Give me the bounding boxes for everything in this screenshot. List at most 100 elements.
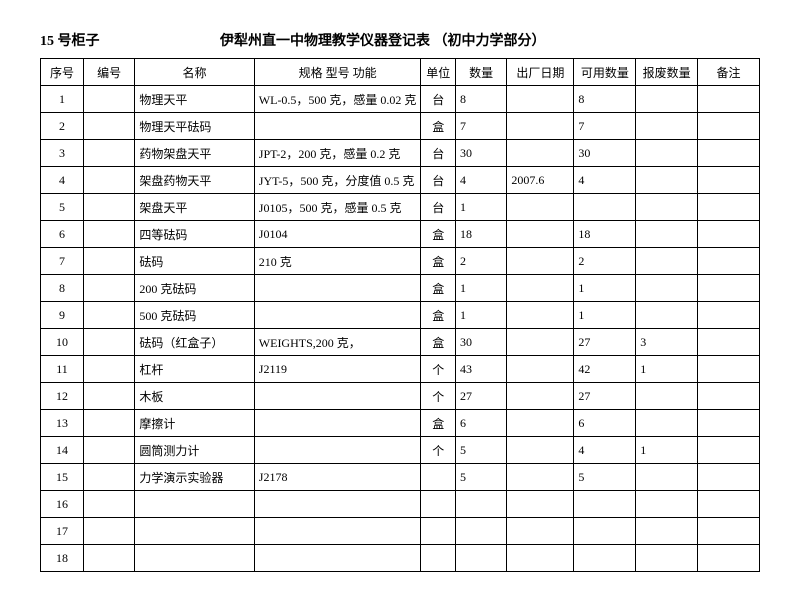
table-row: 15力学演示实验器J217855 bbox=[41, 464, 760, 491]
cell-name: 木板 bbox=[135, 383, 254, 410]
cell-avail: 4 bbox=[574, 437, 636, 464]
cell-code bbox=[83, 86, 134, 113]
cell-scrap bbox=[636, 248, 698, 275]
cell-avail: 42 bbox=[574, 356, 636, 383]
cell-name: 砝码（红盒子） bbox=[135, 329, 254, 356]
col-seq: 序号 bbox=[41, 59, 84, 86]
cell-seq: 10 bbox=[41, 329, 84, 356]
cell-seq: 13 bbox=[41, 410, 84, 437]
cell-date bbox=[507, 113, 574, 140]
cell-unit: 盒 bbox=[421, 329, 456, 356]
cell-scrap bbox=[636, 194, 698, 221]
cell-unit: 台 bbox=[421, 140, 456, 167]
cell-note bbox=[698, 113, 760, 140]
cell-seq: 16 bbox=[41, 491, 84, 518]
cell-date bbox=[507, 410, 574, 437]
cell-seq: 1 bbox=[41, 86, 84, 113]
cell-unit: 个 bbox=[421, 383, 456, 410]
cell-note bbox=[698, 545, 760, 572]
cell-qty: 6 bbox=[456, 410, 507, 437]
cell-code bbox=[83, 221, 134, 248]
table-header-row: 序号 编号 名称 规格 型号 功能 单位 数量 出厂日期 可用数量 报废数量 备… bbox=[41, 59, 760, 86]
cell-unit: 台 bbox=[421, 167, 456, 194]
cell-code bbox=[83, 302, 134, 329]
cell-note bbox=[698, 275, 760, 302]
cell-date bbox=[507, 356, 574, 383]
cell-seq: 12 bbox=[41, 383, 84, 410]
cell-avail: 1 bbox=[574, 275, 636, 302]
table-row: 6四等砝码J0104盒1818 bbox=[41, 221, 760, 248]
cell-avail: 8 bbox=[574, 86, 636, 113]
cell-code bbox=[83, 491, 134, 518]
cell-avail: 1 bbox=[574, 302, 636, 329]
cell-seq: 15 bbox=[41, 464, 84, 491]
cell-scrap bbox=[636, 545, 698, 572]
cell-scrap bbox=[636, 86, 698, 113]
col-name: 名称 bbox=[135, 59, 254, 86]
cell-qty: 8 bbox=[456, 86, 507, 113]
cell-seq: 3 bbox=[41, 140, 84, 167]
cell-spec bbox=[254, 410, 421, 437]
table-row: 16 bbox=[41, 491, 760, 518]
cell-avail bbox=[574, 545, 636, 572]
cell-code bbox=[83, 140, 134, 167]
cell-scrap bbox=[636, 167, 698, 194]
cell-spec: J0105，500 克，感量 0.5 克 bbox=[254, 194, 421, 221]
col-qty: 数量 bbox=[456, 59, 507, 86]
col-unit: 单位 bbox=[421, 59, 456, 86]
cell-date bbox=[507, 518, 574, 545]
cell-seq: 2 bbox=[41, 113, 84, 140]
cell-unit: 盒 bbox=[421, 248, 456, 275]
cell-name bbox=[135, 491, 254, 518]
cell-avail: 27 bbox=[574, 383, 636, 410]
cell-spec bbox=[254, 518, 421, 545]
cell-name: 500 克砝码 bbox=[135, 302, 254, 329]
cell-avail bbox=[574, 194, 636, 221]
cell-spec bbox=[254, 383, 421, 410]
cell-date: 2007.6 bbox=[507, 167, 574, 194]
cell-unit: 盒 bbox=[421, 275, 456, 302]
cell-note bbox=[698, 518, 760, 545]
table-row: 14圆筒测力计个541 bbox=[41, 437, 760, 464]
cell-date bbox=[507, 275, 574, 302]
equipment-table: 序号 编号 名称 规格 型号 功能 单位 数量 出厂日期 可用数量 报废数量 备… bbox=[40, 58, 760, 572]
cell-code bbox=[83, 464, 134, 491]
cell-name: 物理天平 bbox=[135, 86, 254, 113]
cell-note bbox=[698, 86, 760, 113]
cell-code bbox=[83, 248, 134, 275]
cell-spec: J2178 bbox=[254, 464, 421, 491]
cell-seq: 14 bbox=[41, 437, 84, 464]
cell-date bbox=[507, 302, 574, 329]
cell-scrap bbox=[636, 302, 698, 329]
cell-qty: 43 bbox=[456, 356, 507, 383]
cell-date bbox=[507, 437, 574, 464]
cell-spec: J0104 bbox=[254, 221, 421, 248]
cell-date bbox=[507, 491, 574, 518]
cell-qty: 30 bbox=[456, 329, 507, 356]
cell-scrap bbox=[636, 518, 698, 545]
cell-seq: 18 bbox=[41, 545, 84, 572]
cell-avail: 4 bbox=[574, 167, 636, 194]
cell-code bbox=[83, 410, 134, 437]
cell-scrap bbox=[636, 410, 698, 437]
cell-date bbox=[507, 383, 574, 410]
cell-name: 200 克砝码 bbox=[135, 275, 254, 302]
table-row: 3药物架盘天平JPT-2，200 克，感量 0.2 克台3030 bbox=[41, 140, 760, 167]
table-row: 13摩擦计盒66 bbox=[41, 410, 760, 437]
cell-code bbox=[83, 356, 134, 383]
table-row: 2物理天平砝码盒77 bbox=[41, 113, 760, 140]
cell-scrap bbox=[636, 464, 698, 491]
cell-unit: 盒 bbox=[421, 113, 456, 140]
table-row: 1物理天平WL-0.5，500 克，感量 0.02 克台88 bbox=[41, 86, 760, 113]
cell-scrap bbox=[636, 140, 698, 167]
cell-name: 杠杆 bbox=[135, 356, 254, 383]
cell-qty: 1 bbox=[456, 194, 507, 221]
cell-seq: 11 bbox=[41, 356, 84, 383]
cell-unit: 盒 bbox=[421, 410, 456, 437]
table-row: 9500 克砝码盒11 bbox=[41, 302, 760, 329]
page-header: 15 号柜子 伊犁州直一中物理教学仪器登记表 （初中力学部分） bbox=[40, 30, 760, 50]
cell-spec bbox=[254, 113, 421, 140]
cell-name: 摩擦计 bbox=[135, 410, 254, 437]
cell-spec: WEIGHTS,200 克， bbox=[254, 329, 421, 356]
table-body: 1物理天平WL-0.5，500 克，感量 0.02 克台882物理天平砝码盒77… bbox=[41, 86, 760, 572]
